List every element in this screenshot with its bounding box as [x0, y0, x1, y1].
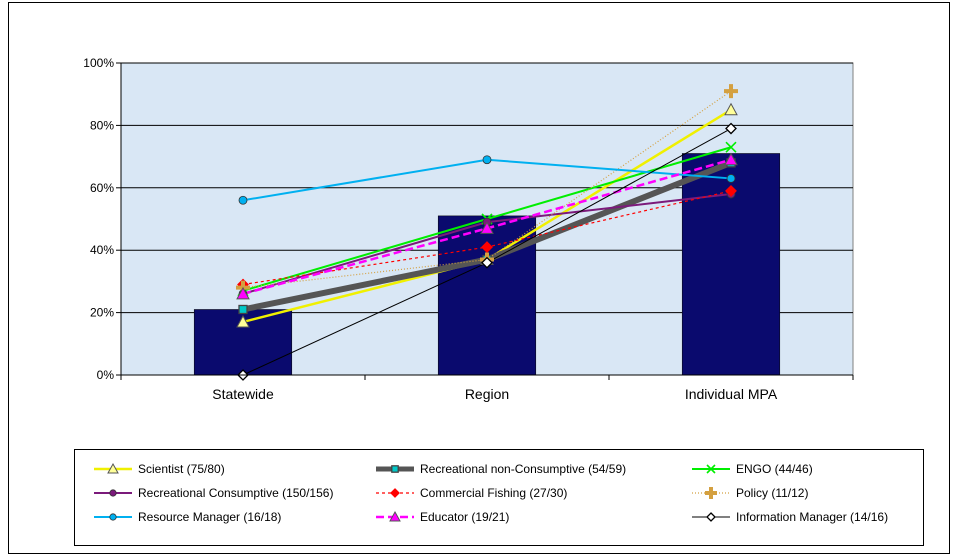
series-marker-0 [724, 102, 738, 116]
legend-item: Scientist (75/80) [93, 460, 225, 478]
legend-label: Commercial Fishing (27/30) [420, 486, 568, 500]
legend-label: Recreational non-Consumptive (54/59) [420, 462, 627, 476]
x-tick-label: Statewide [212, 386, 274, 402]
legend-swatch-marker [109, 513, 117, 521]
legend-swatch [692, 487, 730, 499]
legend-item: ENGO (44/46) [691, 460, 813, 478]
y-tick-label: 100% [83, 56, 114, 70]
axes: 0% 20% 40% 60% 80% 100% Statewide Region Individ… [83, 56, 854, 402]
legend-swatch-marker [389, 510, 401, 522]
series-marker-8 [481, 256, 493, 269]
legend-label: Scientist (75/80) [138, 462, 225, 476]
legend-label: ENGO (44/46) [736, 462, 813, 476]
legend-swatch-marker [107, 462, 119, 474]
legend-swatch-marker [391, 465, 399, 473]
legend-swatch [376, 465, 414, 473]
legend-item: Information Manager (14/16) [691, 508, 888, 526]
legend-swatch [94, 489, 132, 497]
x-tick-label: Region [465, 386, 509, 402]
series-marker-6 [482, 155, 492, 165]
legend-swatch-marker [706, 464, 716, 474]
chart-frame: 0% 20% 40% 60% 80% 100% Statewide Region Individ… [8, 2, 950, 554]
legend-item: Resource Manager (16/18) [93, 508, 281, 526]
series-marker-6 [726, 174, 736, 183]
legend-label: Information Manager (14/16) [736, 510, 889, 524]
legend-swatch [376, 510, 414, 522]
y-tick-label: 60% [90, 181, 114, 195]
series-marker-7 [480, 221, 494, 234]
legend-item: Policy (11/12) [691, 484, 808, 502]
series-marker-4 [481, 241, 493, 253]
series-marker-8 [725, 122, 737, 135]
x-tick-label: Individual MPA [685, 386, 778, 402]
series-marker-4 [725, 185, 737, 197]
legend-item: Recreational Consumptive (150/156) [93, 484, 333, 502]
legend-label: Educator (19/21) [420, 510, 510, 524]
y-tick-label: 20% [90, 306, 114, 320]
legend-label: Recreational Consumptive (150/156) [138, 486, 334, 500]
series-markers [236, 84, 738, 381]
legend-swatch-marker [390, 488, 400, 498]
legend-swatch [692, 512, 730, 522]
legend-swatch [376, 488, 414, 498]
legend-label: Policy (11/12) [736, 486, 809, 500]
y-tick-label: 80% [90, 118, 114, 132]
legend-swatch [94, 513, 132, 521]
legend-label: Resource Manager (16/18) [138, 510, 282, 524]
legend-swatch-marker [705, 487, 717, 499]
series-marker-0 [236, 314, 250, 328]
series-marker-6 [238, 195, 248, 205]
chart-svg: 0% 20% 40% 60% 80% 100% Statewide Region Individ… [83, 56, 854, 402]
series-line-5 [242, 90, 732, 289]
legend-swatch [94, 462, 132, 474]
bar [193, 309, 293, 376]
y-tick-label: 0% [97, 368, 115, 382]
legend-item: Commercial Fishing (27/30) [375, 484, 567, 502]
series-marker-5 [724, 84, 738, 99]
legend-swatch-marker [109, 489, 117, 497]
y-tick-label: 40% [90, 243, 114, 257]
legend-swatch-marker [706, 512, 716, 522]
legend: Scientist (75/80) Recreational non-Consum… [74, 449, 924, 546]
legend-item: Recreational non-Consumptive (54/59) [375, 460, 626, 478]
series-marker-7 [236, 286, 250, 300]
series-marker-1 [238, 304, 248, 315]
series-marker-2 [725, 141, 737, 153]
legend-swatch [692, 464, 730, 474]
legend-item: Educator (19/21) [375, 508, 509, 526]
series-marker-7 [724, 152, 738, 166]
